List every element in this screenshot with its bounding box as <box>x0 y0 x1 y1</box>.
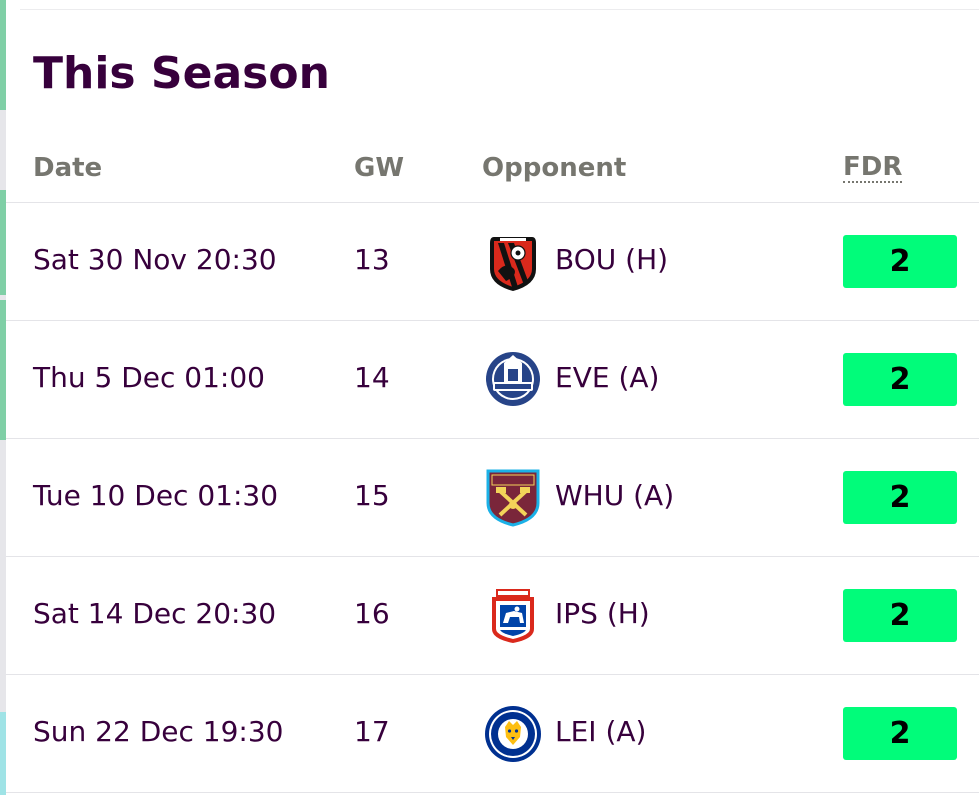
fixture-row: Tue 10 Dec 01:30 15 WHU (A) 2 <box>6 439 979 557</box>
fixture-gw: 15 <box>354 479 390 512</box>
bournemouth-badge-icon <box>484 231 542 293</box>
header-gw: GW <box>354 153 405 183</box>
fixture-opponent: WHU (A) <box>555 479 675 512</box>
west-ham-badge-icon <box>484 467 542 529</box>
fixture-date: Thu 5 Dec 01:00 <box>33 361 265 394</box>
fixture-opponent: BOU (H) <box>555 243 669 276</box>
fixture-opponent: EVE (A) <box>555 361 660 394</box>
fixture-row: Sat 30 Nov 20:30 13 BOU (H) 2 <box>6 203 979 321</box>
fixture-opponent: IPS (H) <box>555 597 650 630</box>
fixture-row: Sat 14 Dec 20:30 16 IPS (H) 2 <box>6 557 979 675</box>
ipswich-badge-icon <box>484 585 542 647</box>
left-edge-strip <box>0 0 6 795</box>
header-date: Date <box>33 153 103 183</box>
fixture-date: Sat 14 Dec 20:30 <box>33 597 277 630</box>
everton-badge-icon <box>484 349 542 411</box>
fdr-badge: 2 <box>843 589 957 642</box>
fixture-gw: 16 <box>354 597 390 630</box>
fixture-date: Sun 22 Dec 19:30 <box>33 715 284 748</box>
fixture-gw: 13 <box>354 243 390 276</box>
fixture-gw: 14 <box>354 361 390 394</box>
fdr-badge: 2 <box>843 707 957 760</box>
top-divider <box>20 9 979 10</box>
header-opponent: Opponent <box>482 153 627 183</box>
header-fdr[interactable]: FDR <box>843 152 903 183</box>
fixture-opponent: LEI (A) <box>555 715 647 748</box>
fdr-badge: 2 <box>843 353 957 406</box>
leicester-badge-icon <box>484 703 542 765</box>
section-title: This Season <box>33 48 330 99</box>
fixture-gw: 17 <box>354 715 390 748</box>
fixture-date: Sat 30 Nov 20:30 <box>33 243 277 276</box>
fixtures-header: Date GW Opponent FDR <box>6 140 979 203</box>
fixture-row: Sun 22 Dec 19:30 17 LEI (A) 2 <box>6 675 979 793</box>
fixture-date: Tue 10 Dec 01:30 <box>33 479 279 512</box>
this-season-panel: This Season Date GW Opponent FDR Sat 30 … <box>6 0 979 795</box>
fdr-badge: 2 <box>843 235 957 288</box>
fixture-row: Thu 5 Dec 01:00 14 EVE (A) 2 <box>6 321 979 439</box>
fdr-badge: 2 <box>843 471 957 524</box>
